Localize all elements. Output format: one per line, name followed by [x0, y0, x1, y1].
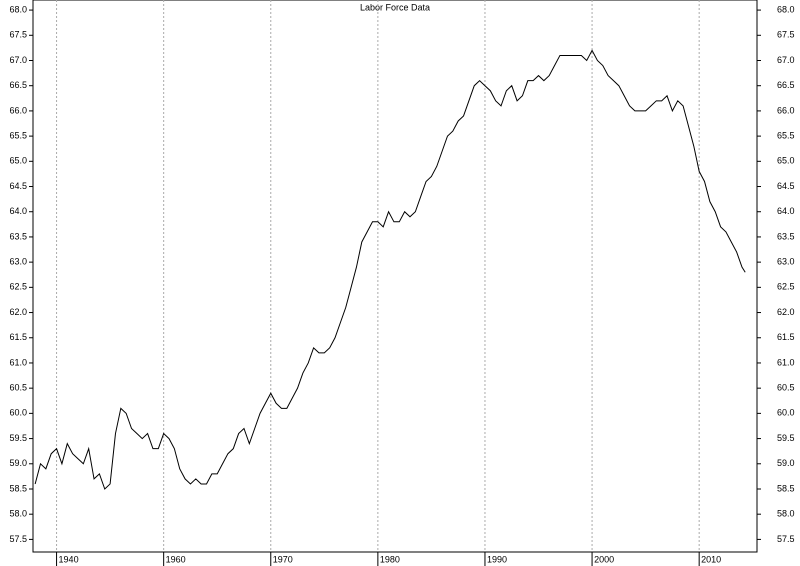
y-tick-label: 58.0	[9, 509, 27, 519]
y-tick-label: 61.5	[9, 332, 27, 342]
y-tick-label: 66.5	[9, 80, 27, 90]
y-tick-label: 61.0	[9, 357, 27, 367]
y-tick-label-right: 57.5	[777, 534, 795, 544]
plot-frame	[32, 0, 758, 553]
y-tick-label: 67.0	[9, 55, 27, 65]
y-tick-label: 60.0	[9, 408, 27, 418]
y-tick-label-right: 59.0	[777, 458, 795, 468]
y-tick-label: 67.5	[9, 30, 27, 40]
y-tick-label-right: 62.5	[777, 282, 795, 292]
y-tick-label-right: 66.0	[777, 105, 795, 115]
y-tick-label: 66.0	[9, 105, 27, 115]
y-tick-label-right: 60.5	[777, 383, 795, 393]
x-tick-label: 2000	[594, 554, 614, 564]
y-tick-label-right: 64.0	[777, 206, 795, 216]
y-tick-label-right: 64.5	[777, 181, 795, 191]
y-tick-label: 68.0	[9, 4, 27, 14]
x-tick-label: 1980	[380, 554, 400, 564]
y-tick-label-right: 67.0	[777, 55, 795, 65]
x-tick-label: 1990	[487, 554, 507, 564]
x-tick-label: 1960	[166, 554, 186, 564]
y-tick-label: 63.5	[9, 231, 27, 241]
y-tick-label-right: 66.5	[777, 80, 795, 90]
y-tick-label: 60.5	[9, 383, 27, 393]
y-tick-label-right: 58.5	[777, 483, 795, 493]
data-line	[34, 49, 746, 490]
y-tick-label-right: 62.0	[777, 307, 795, 317]
y-tick-label-right: 63.0	[777, 257, 795, 267]
y-tick-label-right: 61.5	[777, 332, 795, 342]
y-tick-label: 65.5	[9, 130, 27, 140]
y-tick-label-right: 67.5	[777, 30, 795, 40]
y-tick-label: 63.0	[9, 257, 27, 267]
y-tick-label-right: 61.0	[777, 357, 795, 367]
y-tick-label: 62.0	[9, 307, 27, 317]
y-tick-label: 58.5	[9, 483, 27, 493]
y-tick-label-right: 60.0	[777, 408, 795, 418]
y-tick-label: 64.0	[9, 206, 27, 216]
x-tick-label: 1970	[273, 554, 293, 564]
y-tick-label-right: 65.5	[777, 130, 795, 140]
y-tick-label: 62.5	[9, 282, 27, 292]
chart-title: Labor Force Data	[360, 2, 430, 12]
x-tick-label: 1940	[59, 554, 79, 564]
y-tick-label-right: 68.0	[777, 4, 795, 14]
y-tick-label-right: 63.5	[777, 231, 795, 241]
y-tick-label-right: 65.0	[777, 156, 795, 166]
y-tick-label: 57.5	[9, 534, 27, 544]
y-tick-label-right: 59.5	[777, 433, 795, 443]
x-tick-label: 2010	[701, 554, 721, 564]
y-tick-label: 64.5	[9, 181, 27, 191]
y-tick-label: 65.0	[9, 156, 27, 166]
y-tick-label: 59.0	[9, 458, 27, 468]
y-tick-label: 59.5	[9, 433, 27, 443]
y-tick-label-right: 58.0	[777, 509, 795, 519]
